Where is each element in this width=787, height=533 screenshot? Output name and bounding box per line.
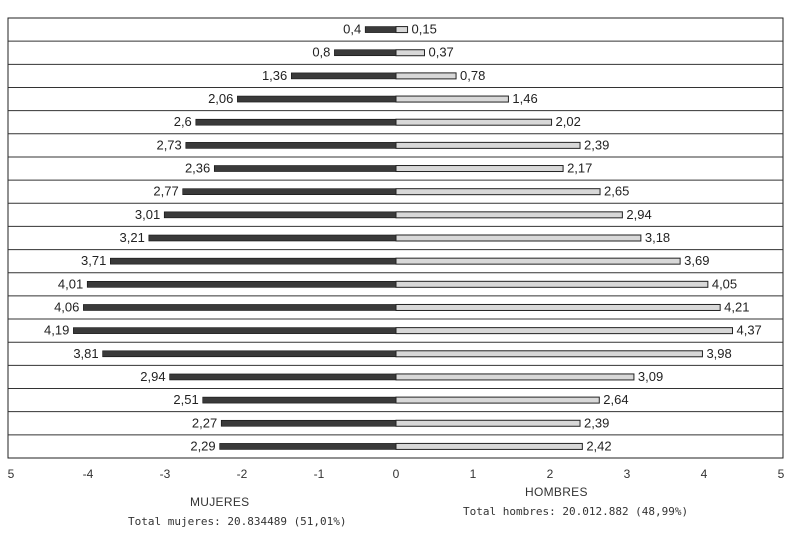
value-label-hombres: 2,39 <box>584 137 609 152</box>
value-label-hombres: 4,21 <box>724 299 749 314</box>
value-label-mujeres: 4,19 <box>44 323 69 338</box>
mujeres-axis-label: MUJERES <box>190 495 250 509</box>
bar-mujeres <box>185 142 397 149</box>
bar-hombres <box>395 280 709 288</box>
bars <box>73 26 733 450</box>
plot-frame <box>7 17 784 459</box>
value-label-hombres: 2,64 <box>603 392 628 407</box>
x-tick-label: 5 <box>778 467 785 481</box>
value-label-mujeres: 1,36 <box>262 68 287 83</box>
value-label-hombres: 2,42 <box>586 438 611 453</box>
bar-mujeres <box>110 257 397 265</box>
value-label-hombres: 2,17 <box>567 161 592 176</box>
value-label-hombres: 4,37 <box>736 323 761 338</box>
bar-hombres <box>395 141 581 149</box>
x-tick-label: -3 <box>160 467 171 481</box>
value-label-hombres: 0,15 <box>412 22 437 37</box>
bar-hombres <box>395 211 623 219</box>
value-label-mujeres: 2,27 <box>192 415 217 430</box>
bar-mujeres <box>169 373 397 381</box>
bar-mujeres <box>364 26 397 33</box>
value-label-mujeres: 0,8 <box>312 45 330 60</box>
bar-mujeres <box>334 49 397 57</box>
bar-hombres <box>395 118 553 126</box>
value-label-mujeres: 2,06 <box>208 91 233 106</box>
value-label-mujeres: 4,01 <box>58 276 83 291</box>
value-label-hombres: 0,37 <box>428 45 453 60</box>
x-tick-label: 0 <box>393 467 400 481</box>
grid-lines <box>7 17 784 459</box>
bar-hombres <box>395 95 509 103</box>
bar-hombres <box>395 303 721 311</box>
value-label-hombres: 3,98 <box>706 346 731 361</box>
value-label-mujeres: 2,36 <box>185 161 210 176</box>
bar-mujeres <box>290 72 397 80</box>
x-tick-label: -2 <box>237 467 248 481</box>
bar-hombres <box>395 49 425 57</box>
value-label-hombres: 3,18 <box>645 230 670 245</box>
value-label-hombres: 2,02 <box>556 114 581 129</box>
bar-hombres <box>395 419 581 427</box>
bar-mujeres <box>219 443 397 450</box>
value-label-hombres: 3,09 <box>638 369 663 384</box>
value-label-hombres: 2,94 <box>626 207 651 222</box>
bar-mujeres <box>182 188 397 195</box>
value-label-mujeres: 4,06 <box>54 299 79 314</box>
value-label-mujeres: 2,51 <box>173 392 198 407</box>
value-label-mujeres: 2,94 <box>140 369 165 384</box>
value-label-mujeres: 0,4 <box>343 22 361 37</box>
value-label-mujeres: 2,77 <box>153 184 178 199</box>
bar-hombres <box>395 327 733 335</box>
hombres-axis-label: HOMBRES <box>525 485 588 499</box>
bar-hombres <box>395 373 635 381</box>
value-label-hombres: 0,78 <box>460 68 485 83</box>
bar-mujeres <box>83 304 397 311</box>
value-labels: 0,4 0,15 0,8 0,37 1,36 0,78 2,06 1,46 2,6 2,02 2,7… <box>44 22 762 454</box>
bar-mujeres <box>148 234 397 242</box>
x-tick-label: -1 <box>314 467 325 481</box>
x-tick-labels: 5 -4 -3 -2 -1 0 1 2 3 4 5 <box>8 467 785 481</box>
value-label-mujeres: 2,6 <box>174 114 192 129</box>
bar-mujeres <box>237 95 397 103</box>
bar-mujeres <box>86 281 397 288</box>
bar-hombres <box>395 188 601 196</box>
x-tick-label: -4 <box>83 467 94 481</box>
value-label-hombres: 2,39 <box>584 415 609 430</box>
x-tick-label: 3 <box>624 467 631 481</box>
value-label-hombres: 1,46 <box>512 91 537 106</box>
bar-hombres <box>395 396 600 404</box>
value-label-mujeres: 2,73 <box>156 137 181 152</box>
value-label-mujeres: 2,29 <box>190 438 215 453</box>
total-hombres-text: Total hombres: 20.012.882 (48,99%) <box>463 505 689 518</box>
value-label-hombres: 3,69 <box>684 253 709 268</box>
bar-hombres <box>395 234 642 242</box>
bar-mujeres <box>73 327 397 334</box>
x-tick-label: 1 <box>470 467 477 481</box>
bar-mujeres <box>220 419 397 427</box>
bar-hombres <box>395 350 703 358</box>
bar-mujeres <box>163 211 397 219</box>
bar-hombres <box>395 72 457 80</box>
value-label-hombres: 4,05 <box>712 276 737 291</box>
value-label-mujeres: 3,81 <box>73 346 98 361</box>
bar-hombres <box>395 26 409 34</box>
x-tick-label: 5 <box>8 467 15 481</box>
bar-mujeres <box>195 118 397 126</box>
value-label-mujeres: 3,71 <box>81 253 106 268</box>
value-label-hombres: 2,65 <box>604 184 629 199</box>
bar-mujeres <box>202 396 397 404</box>
bar-hombres <box>395 257 681 265</box>
x-tick-label: 2 <box>547 467 554 481</box>
bar-hombres <box>395 165 564 173</box>
value-label-mujeres: 3,21 <box>120 230 145 245</box>
bar-hombres <box>395 442 583 450</box>
bar-mujeres <box>213 165 397 172</box>
value-label-mujeres: 3,01 <box>135 207 160 222</box>
x-tick-label: 4 <box>701 467 708 481</box>
total-mujeres-text: Total mujeres: 20.834489 (51,01%) <box>128 515 347 528</box>
bar-mujeres <box>102 350 397 358</box>
